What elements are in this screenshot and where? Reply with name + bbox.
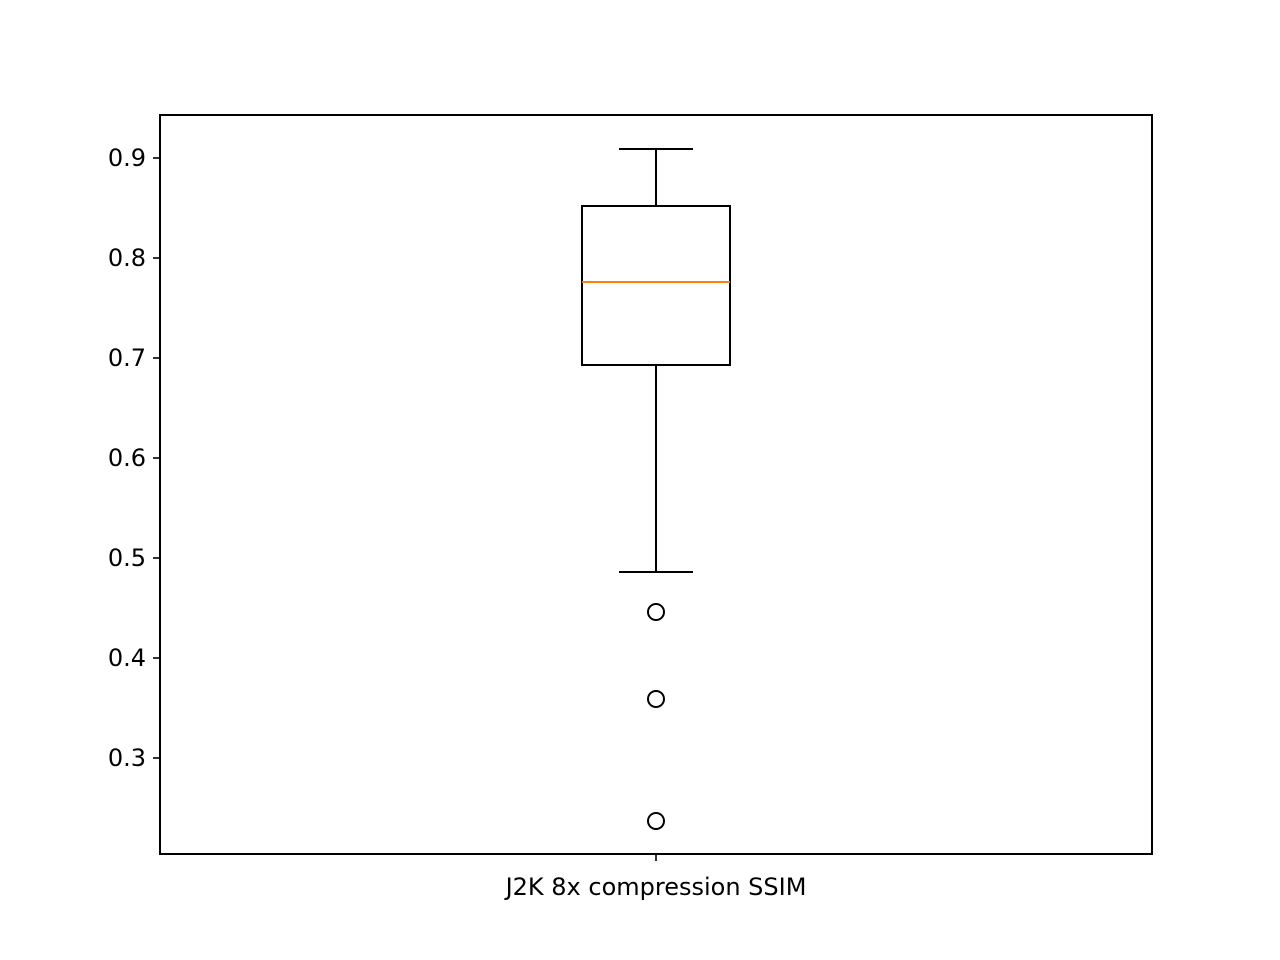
- y-tick-label: 0.8: [108, 244, 146, 272]
- outlier-point: [647, 603, 665, 621]
- y-tick-label: 0.7: [108, 344, 146, 372]
- outlier-point: [647, 690, 665, 708]
- x-tick-label: J2K 8x compression SSIM: [504, 873, 807, 901]
- outlier-point: [647, 812, 665, 830]
- x-axis: J2K 8x compression SSIM: [504, 854, 807, 901]
- y-axis: 0.3 0.4 0.5 0.6 0.7 0.8 0.9: [108, 144, 160, 772]
- chart-marks: [581, 148, 731, 830]
- y-tick-label: 0.9: [108, 144, 146, 172]
- iqr-box: [581, 205, 731, 366]
- y-tick-label: 0.4: [108, 644, 146, 672]
- y-tick-label: 0.5: [108, 544, 146, 572]
- y-tick-label: 0.3: [108, 744, 146, 772]
- y-tick-label: 0.6: [108, 444, 146, 472]
